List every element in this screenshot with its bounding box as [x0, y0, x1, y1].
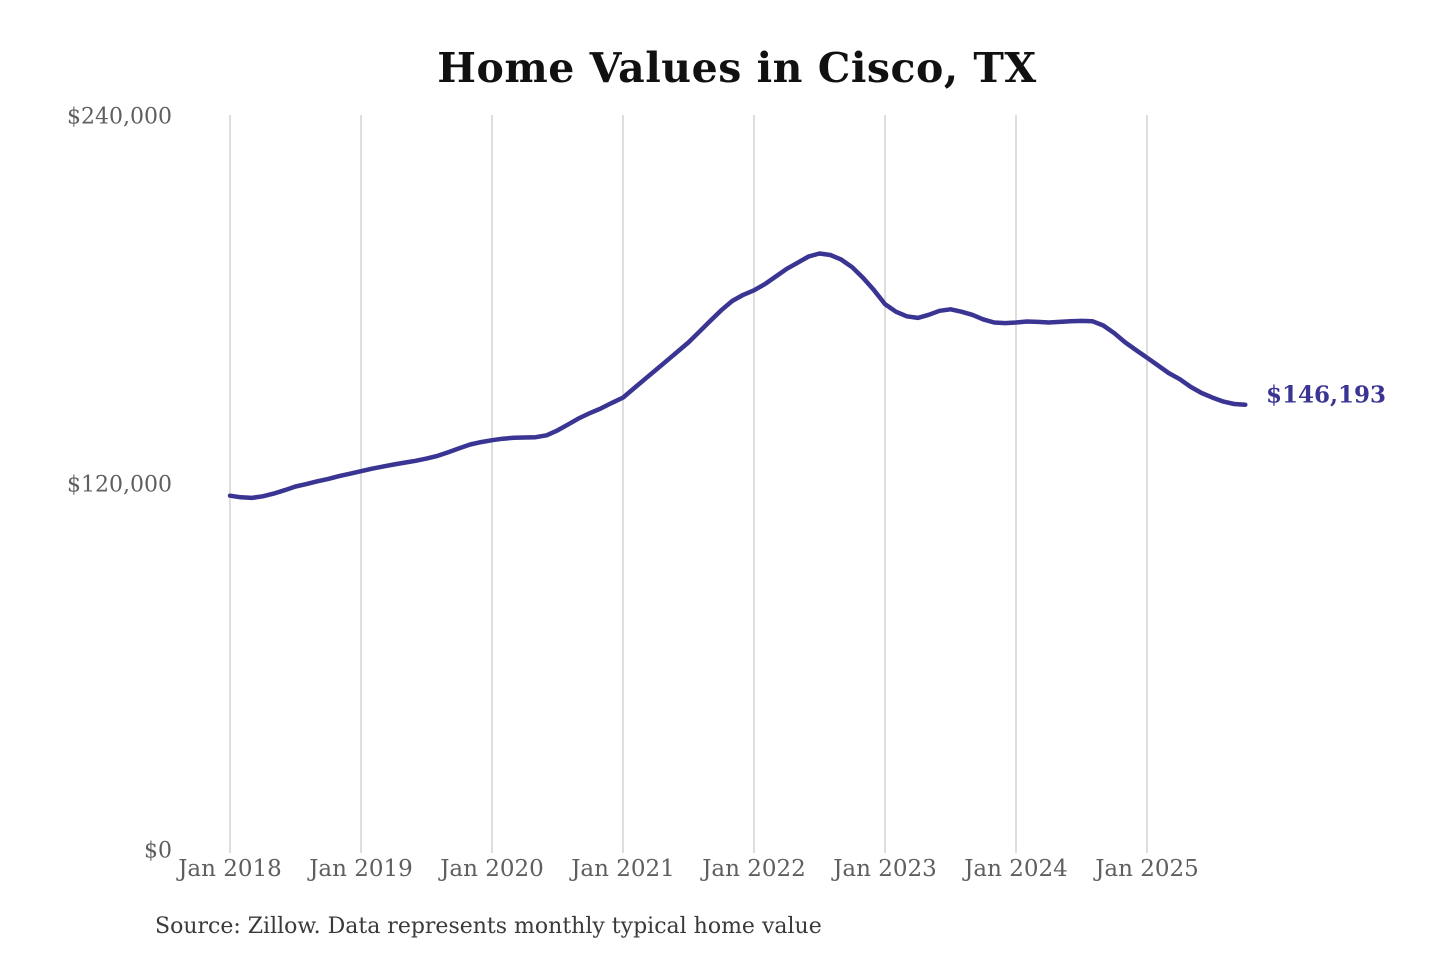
x-axis-tick-label: Jan 2019 [309, 856, 413, 882]
y-axis-tick-label: $120,000 [67, 472, 172, 498]
x-axis-tick-label: Jan 2022 [702, 856, 806, 882]
x-axis-tick-label: Jan 2021 [571, 856, 675, 882]
value-line [227, 251, 1248, 501]
y-axis-tick-label: $240,000 [67, 104, 172, 130]
x-axis-tick-label: Jan 2025 [1095, 856, 1199, 882]
source-note: Source: Zillow. Data represents monthly … [155, 914, 822, 939]
gridlines [229, 115, 1148, 853]
y-axis-tick-label: $0 [144, 838, 172, 864]
current-value-label: $146,193 [1266, 381, 1387, 409]
x-axis-tick-label: Jan 2024 [964, 856, 1068, 882]
x-axis-tick-label: Jan 2018 [178, 856, 282, 882]
chart-title: Home Values in Cisco, TX [437, 44, 1037, 92]
x-axis-tick-label: Jan 2020 [440, 856, 544, 882]
x-axis-tick-label: Jan 2023 [833, 856, 937, 882]
